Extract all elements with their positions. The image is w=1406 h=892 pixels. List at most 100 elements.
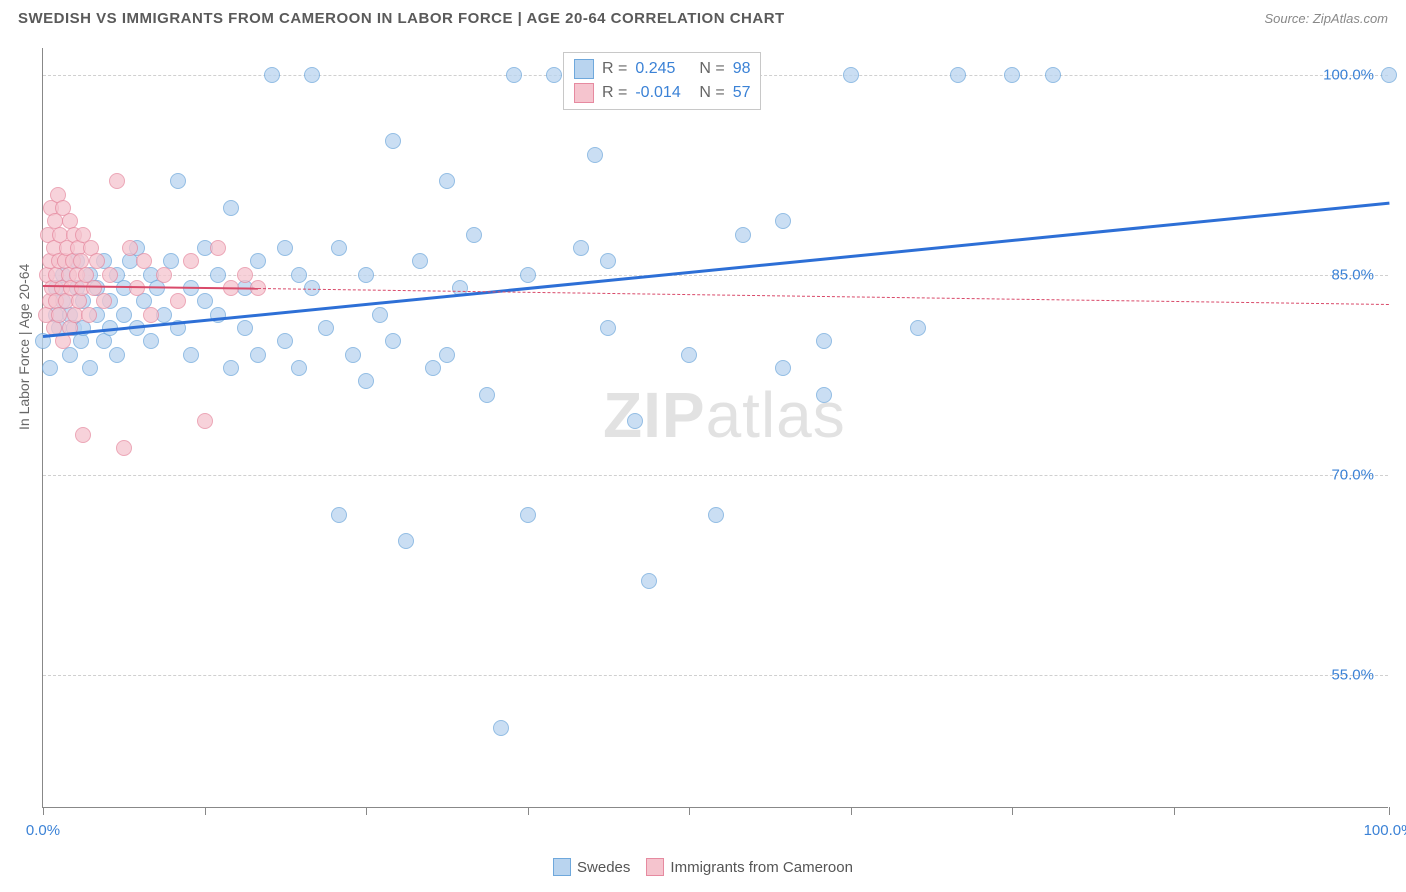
scatter-point — [223, 360, 239, 376]
legend-item: Immigrants from Cameroon — [646, 858, 853, 876]
n-label: N = — [699, 57, 724, 81]
x-tick — [366, 807, 367, 815]
scatter-point — [412, 253, 428, 269]
scatter-point — [775, 360, 791, 376]
scatter-point — [573, 240, 589, 256]
n-value: 57 — [733, 81, 751, 105]
r-value: -0.014 — [635, 81, 691, 105]
scatter-point — [600, 320, 616, 336]
scatter-point — [102, 267, 118, 283]
scatter-point — [197, 413, 213, 429]
scatter-point — [331, 240, 347, 256]
scatter-point — [520, 507, 536, 523]
r-label: R = — [602, 81, 627, 105]
scatter-point — [42, 360, 58, 376]
chart-plot-area: 55.0%70.0%85.0%100.0%0.0%100.0% ZIPatlas… — [42, 48, 1388, 808]
scatter-point — [950, 67, 966, 83]
scatter-point — [910, 320, 926, 336]
chart-header: SWEDISH VS IMMIGRANTS FROM CAMEROON IN L… — [0, 0, 1406, 35]
scatter-point — [96, 293, 112, 309]
scatter-point — [816, 387, 832, 403]
x-tick — [1389, 807, 1390, 815]
scatter-point — [520, 267, 536, 283]
scatter-point — [439, 173, 455, 189]
scatter-point — [385, 333, 401, 349]
scatter-point — [291, 360, 307, 376]
scatter-point — [358, 373, 374, 389]
scatter-point — [89, 253, 105, 269]
scatter-point — [466, 227, 482, 243]
y-tick-label: 100.0% — [1323, 66, 1374, 83]
scatter-point — [775, 213, 791, 229]
x-tick — [43, 807, 44, 815]
scatter-point — [116, 307, 132, 323]
legend-swatch — [574, 59, 594, 79]
scatter-point — [277, 240, 293, 256]
scatter-point — [546, 67, 562, 83]
x-tick — [1012, 807, 1013, 815]
legend-item: Swedes — [553, 858, 630, 876]
x-tick — [1174, 807, 1175, 815]
scatter-point — [345, 347, 361, 363]
x-tick — [205, 807, 206, 815]
scatter-point — [237, 267, 253, 283]
scatter-point — [425, 360, 441, 376]
scatter-point — [250, 253, 266, 269]
scatter-point — [291, 267, 307, 283]
legend-swatch — [553, 858, 571, 876]
scatter-point — [479, 387, 495, 403]
scatter-point — [277, 333, 293, 349]
scatter-point — [627, 413, 643, 429]
scatter-point — [398, 533, 414, 549]
scatter-point — [1045, 67, 1061, 83]
scatter-point — [122, 240, 138, 256]
scatter-point — [210, 240, 226, 256]
scatter-point — [116, 440, 132, 456]
y-tick-label: 55.0% — [1331, 666, 1374, 683]
scatter-point — [143, 333, 159, 349]
gridline-horizontal — [43, 475, 1388, 476]
scatter-point — [641, 573, 657, 589]
legend-swatch — [574, 83, 594, 103]
scatter-point — [735, 227, 751, 243]
y-tick-label: 70.0% — [1331, 466, 1374, 483]
scatter-point — [318, 320, 334, 336]
scatter-point — [109, 347, 125, 363]
x-tick-label: 0.0% — [26, 822, 60, 839]
scatter-point — [681, 347, 697, 363]
r-label: R = — [602, 57, 627, 81]
scatter-point — [304, 67, 320, 83]
scatter-point — [183, 347, 199, 363]
legend-row: R = 0.245 N = 98 — [574, 57, 750, 81]
y-tick-label: 85.0% — [1331, 266, 1374, 283]
r-value: 0.245 — [635, 57, 691, 81]
scatter-point — [506, 67, 522, 83]
scatter-point — [250, 347, 266, 363]
scatter-point — [1381, 67, 1397, 83]
scatter-point — [183, 253, 199, 269]
scatter-point — [82, 360, 98, 376]
legend-label: Immigrants from Cameroon — [670, 859, 853, 876]
scatter-point — [264, 67, 280, 83]
scatter-point — [331, 507, 347, 523]
gridline-horizontal — [43, 675, 1388, 676]
legend-row: R = -0.014 N = 57 — [574, 81, 750, 105]
scatter-point — [600, 253, 616, 269]
scatter-point — [210, 267, 226, 283]
scatter-point — [1004, 67, 1020, 83]
x-tick — [528, 807, 529, 815]
n-value: 98 — [733, 57, 751, 81]
scatter-point — [385, 133, 401, 149]
legend-swatch — [646, 858, 664, 876]
legend-label: Swedes — [577, 859, 630, 876]
scatter-point — [493, 720, 509, 736]
x-tick — [851, 807, 852, 815]
n-label: N = — [699, 81, 724, 105]
scatter-point — [816, 333, 832, 349]
scatter-point — [439, 347, 455, 363]
scatter-point — [587, 147, 603, 163]
x-tick — [689, 807, 690, 815]
scatter-point — [223, 200, 239, 216]
scatter-point — [81, 307, 97, 323]
chart-title: SWEDISH VS IMMIGRANTS FROM CAMEROON IN L… — [18, 10, 785, 27]
